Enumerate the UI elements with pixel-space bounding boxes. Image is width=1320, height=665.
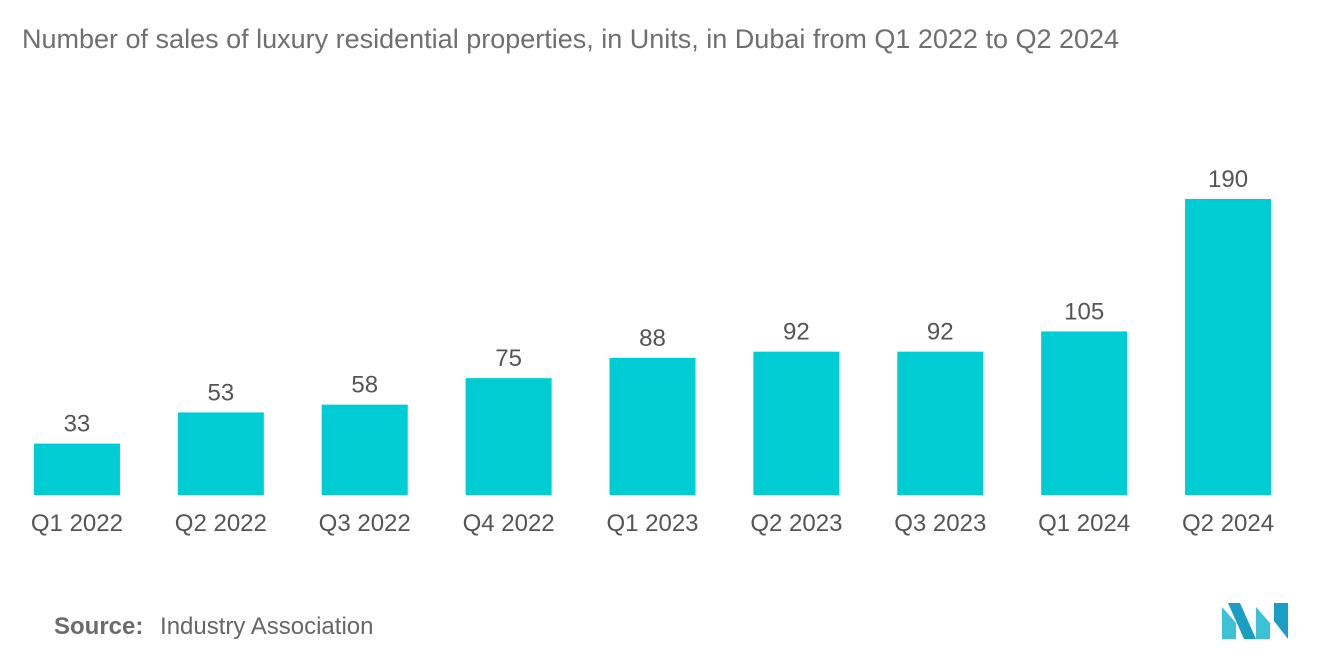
bar-q2-2024 — [1185, 199, 1272, 495]
value-label: 92 — [927, 319, 954, 346]
x-tick-label: Q2 2024 — [1182, 510, 1274, 537]
logo-shape-2 — [1228, 603, 1256, 639]
value-label: 105 — [1064, 298, 1104, 325]
value-label: 88 — [639, 325, 666, 352]
bar-chart: 33 53 58 75 88 92 92 105 190 Q1 2022 Q2 2022 Q3 20… — [31, 166, 1274, 537]
x-tick-label: Q1 2023 — [606, 510, 698, 537]
mordor-intelligence-logo-icon — [1222, 603, 1288, 639]
logo-shape-1 — [1222, 607, 1236, 639]
x-tick-label: Q3 2022 — [319, 510, 411, 537]
value-label: 53 — [207, 379, 234, 406]
x-tick-label: Q2 2023 — [750, 510, 842, 537]
source-note: Source: Industry Association — [54, 613, 373, 641]
bar-q4-2022 — [465, 378, 552, 495]
bar-q1-2023 — [609, 357, 696, 495]
value-label: 33 — [64, 411, 91, 438]
value-label: 92 — [783, 319, 810, 346]
logo-shape-3 — [1256, 607, 1270, 639]
bar-q1-2022 — [33, 443, 120, 495]
bars-group — [33, 199, 1272, 495]
value-label: 75 — [495, 345, 522, 372]
bar-q2-2022 — [177, 412, 264, 495]
bar-q1-2024 — [1041, 331, 1128, 495]
x-tick-label: Q1 2024 — [1038, 510, 1130, 537]
logo-shape-4 — [1274, 603, 1288, 639]
chart-title: Number of sales of luxury residential pr… — [22, 24, 1120, 54]
x-axis-tick-labels: Q1 2022 Q2 2022 Q3 2022 Q4 2022 Q1 2023 Q2 20… — [31, 510, 1274, 537]
bar-q3-2022 — [321, 404, 408, 495]
x-tick-label: Q2 2022 — [175, 510, 267, 537]
source-key: Source: — [54, 613, 144, 640]
bar-q3-2023 — [897, 351, 984, 495]
x-tick-label: Q1 2022 — [31, 510, 123, 537]
value-label: 190 — [1208, 166, 1248, 193]
value-labels-group: 33 53 58 75 88 92 92 105 190 — [64, 166, 1248, 438]
x-tick-label: Q4 2022 — [463, 510, 555, 537]
source-value: Industry Association — [160, 613, 374, 640]
bar-q2-2023 — [753, 351, 840, 495]
value-label: 58 — [351, 372, 378, 399]
x-tick-label: Q3 2023 — [894, 510, 986, 537]
